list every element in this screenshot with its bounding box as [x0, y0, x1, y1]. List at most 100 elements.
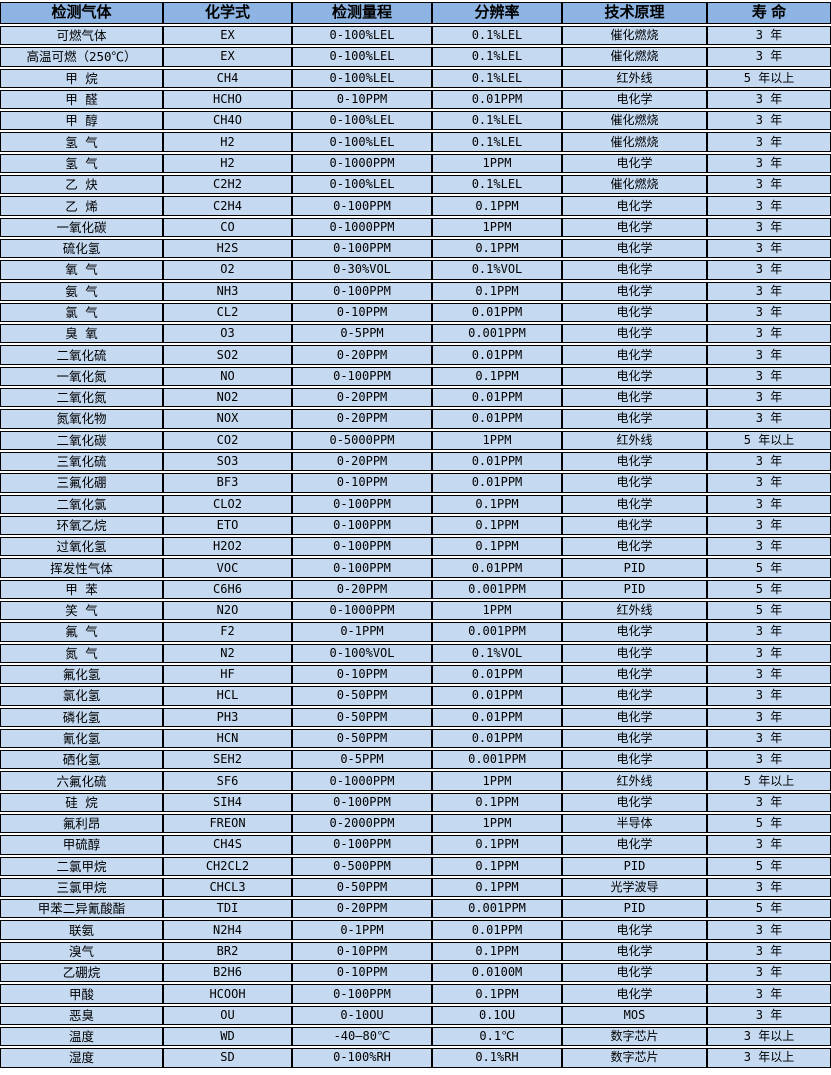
lifespan-cell: 3 年	[707, 47, 831, 67]
principle-cell: 电化学	[562, 728, 707, 749]
formula-cell: O3	[163, 324, 292, 344]
table-row: 氯化氢 HCL 0-50PPM 0.01PPM 电化学 3 年	[0, 686, 831, 706]
resolution-cell: 0.001PPM	[432, 622, 562, 642]
table-row: 一氧化氮 NO 0-100PPM 0.1PPM 电化学 3 年	[0, 366, 831, 387]
principle-cell: 红外线	[562, 430, 707, 450]
formula-cell: F2	[163, 622, 292, 642]
formula-cell: H2O2	[163, 537, 292, 557]
formula-cell: HF	[163, 664, 292, 685]
lifespan-cell: 3 年	[707, 217, 831, 237]
column-header-resolution: 分辨率	[432, 2, 562, 24]
header-row: 检测气体 化学式 检测量程 分辨率 技术原理 寿 命	[0, 2, 831, 24]
formula-cell: SO3	[163, 451, 292, 472]
lifespan-cell: 3 年	[707, 345, 831, 365]
resolution-cell: 0.01PPM	[432, 558, 562, 578]
range-cell: 0-50PPM	[292, 686, 432, 706]
resolution-cell: 0.1OU	[432, 1005, 562, 1025]
formula-cell: N2O	[163, 601, 292, 621]
table-row: 联氨 N2H4 0-1PPM 0.01PPM 电化学 3 年	[0, 920, 831, 940]
formula-cell: H2S	[163, 238, 292, 259]
table-row: 甲酸 HCOOH 0-100PPM 0.1PPM 电化学 3 年	[0, 984, 831, 1004]
range-cell: 0-100PPM	[292, 537, 432, 557]
lifespan-cell: 3 年	[707, 473, 831, 493]
resolution-cell: 0.1PPM	[432, 238, 562, 259]
formula-cell: CHCL3	[163, 877, 292, 898]
range-cell: 0-100%VOL	[292, 643, 432, 663]
table-row: 甲 醛 HCHO 0-10PPM 0.01PPM 电化学 3 年	[0, 89, 831, 110]
range-cell: 0-1PPM	[292, 920, 432, 940]
resolution-cell: 0.1PPM	[432, 515, 562, 536]
range-cell: -40—80℃	[292, 1026, 432, 1047]
resolution-cell: 0.01PPM	[432, 302, 562, 323]
range-cell: 0-20PPM	[292, 409, 432, 429]
lifespan-cell: 5 年	[707, 899, 831, 919]
principle-cell: 电化学	[562, 537, 707, 557]
formula-cell: VOC	[163, 558, 292, 578]
gas-name-cell: 氮氧化物	[0, 409, 163, 429]
gas-name-cell: 甲 烷	[0, 68, 163, 88]
table-row: 高温可燃（250℃） EX 0-100%LEL 0.1%LEL 催化燃烧 3 年	[0, 47, 831, 67]
gas-name-cell: 甲 醛	[0, 89, 163, 110]
range-cell: 0-1000PPM	[292, 153, 432, 174]
principle-cell: 电化学	[562, 324, 707, 344]
table-row: 二氯甲烷 CH2CL2 0-500PPM 0.1PPM PID 5 年	[0, 856, 831, 876]
principle-cell: PID	[562, 856, 707, 876]
principle-cell: 数字芯片	[562, 1048, 707, 1068]
resolution-cell: 0.1%LEL	[432, 68, 562, 88]
lifespan-cell: 3 年以上	[707, 1048, 831, 1068]
table-row: 过氧化氢 H2O2 0-100PPM 0.1PPM 电化学 3 年	[0, 537, 831, 557]
principle-cell: 电化学	[562, 643, 707, 663]
gas-name-cell: 氨 气	[0, 281, 163, 301]
resolution-cell: 0.1%RH	[432, 1048, 562, 1068]
gas-name-cell: 过氧化氢	[0, 537, 163, 557]
formula-cell: SEH2	[163, 750, 292, 770]
table-row: 三氧化硫 SO3 0-20PPM 0.01PPM 电化学 3 年	[0, 451, 831, 472]
lifespan-cell: 3 年	[707, 963, 831, 983]
formula-cell: EX	[163, 47, 292, 67]
resolution-cell: 1PPM	[432, 771, 562, 791]
resolution-cell: 0.1PPM	[432, 281, 562, 301]
principle-cell: 电化学	[562, 451, 707, 472]
table-row: 氧 气 O2 0-30%VOL 0.1%VOL 电化学 3 年	[0, 260, 831, 280]
gas-name-cell: 挥发性气体	[0, 558, 163, 578]
range-cell: 0-100%LEL	[292, 68, 432, 88]
table-row: 硫化氢 H2S 0-100PPM 0.1PPM 电化学 3 年	[0, 238, 831, 259]
resolution-cell: 0.01PPM	[432, 388, 562, 408]
resolution-cell: 0.01PPM	[432, 89, 562, 110]
formula-cell: HCL	[163, 686, 292, 706]
range-cell: 0-1PPM	[292, 622, 432, 642]
lifespan-cell: 3 年	[707, 984, 831, 1004]
gas-name-cell: 硫化氢	[0, 238, 163, 259]
principle-cell: 电化学	[562, 686, 707, 706]
principle-cell: 电化学	[562, 388, 707, 408]
lifespan-cell: 3 年	[707, 281, 831, 301]
gas-name-cell: 二氧化碳	[0, 430, 163, 450]
resolution-cell: 0.1%LEL	[432, 47, 562, 67]
principle-cell: 电化学	[562, 622, 707, 642]
lifespan-cell: 3 年	[707, 324, 831, 344]
principle-cell: 电化学	[562, 153, 707, 174]
gas-name-cell: 氟利昂	[0, 813, 163, 834]
resolution-cell: 0.01PPM	[432, 473, 562, 493]
range-cell: 0-100PPM	[292, 366, 432, 387]
gas-name-cell: 甲 苯	[0, 579, 163, 600]
formula-cell: NH3	[163, 281, 292, 301]
lifespan-cell: 3 年	[707, 537, 831, 557]
range-cell: 0-100PPM	[292, 984, 432, 1004]
lifespan-cell: 3 年以上	[707, 1026, 831, 1047]
formula-cell: BR2	[163, 941, 292, 962]
table-row: 磷化氢 PH3 0-50PPM 0.01PPM 电化学 3 年	[0, 707, 831, 727]
range-cell: 0-50PPM	[292, 728, 432, 749]
resolution-cell: 0.1PPM	[432, 494, 562, 514]
lifespan-cell: 3 年	[707, 388, 831, 408]
gas-name-cell: 甲 醇	[0, 111, 163, 131]
table-row: 六氟化硫 SF6 0-1000PPM 1PPM 红外线 5 年以上	[0, 771, 831, 791]
formula-cell: CH4	[163, 68, 292, 88]
table-row: 甲苯二异氰酸酯 TDI 0-20PPM 0.001PPM PID 5 年	[0, 899, 831, 919]
gas-name-cell: 一氧化碳	[0, 217, 163, 237]
principle-cell: 电化学	[562, 217, 707, 237]
gas-name-cell: 二氧化氯	[0, 494, 163, 514]
lifespan-cell: 3 年	[707, 792, 831, 812]
table-row: 氮氧化物 NOX 0-20PPM 0.01PPM 电化学 3 年	[0, 409, 831, 429]
formula-cell: H2	[163, 153, 292, 174]
